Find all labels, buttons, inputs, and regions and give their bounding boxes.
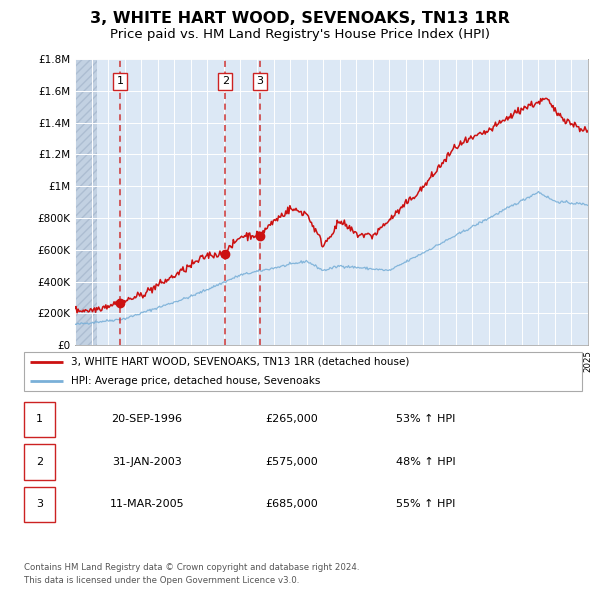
Text: 20-SEP-1996: 20-SEP-1996 <box>111 415 182 424</box>
Text: 3, WHITE HART WOOD, SEVENOAKS, TN13 1RR (detached house): 3, WHITE HART WOOD, SEVENOAKS, TN13 1RR … <box>71 357 410 367</box>
FancyBboxPatch shape <box>24 444 55 480</box>
Text: Price paid vs. HM Land Registry's House Price Index (HPI): Price paid vs. HM Land Registry's House … <box>110 28 490 41</box>
FancyBboxPatch shape <box>24 402 55 437</box>
FancyBboxPatch shape <box>24 487 55 522</box>
Text: 11-MAR-2005: 11-MAR-2005 <box>109 500 184 509</box>
Text: 2: 2 <box>221 76 229 86</box>
Text: 2: 2 <box>36 457 43 467</box>
Text: Contains HM Land Registry data © Crown copyright and database right 2024.: Contains HM Land Registry data © Crown c… <box>24 563 359 572</box>
Bar <box>75 59 97 345</box>
Text: 1: 1 <box>116 76 124 86</box>
Text: 1: 1 <box>36 415 43 424</box>
Text: 55% ↑ HPI: 55% ↑ HPI <box>396 500 455 509</box>
FancyBboxPatch shape <box>24 352 582 391</box>
Text: This data is licensed under the Open Government Licence v3.0.: This data is licensed under the Open Gov… <box>24 576 299 585</box>
Text: 48% ↑ HPI: 48% ↑ HPI <box>396 457 455 467</box>
Text: £685,000: £685,000 <box>265 500 318 509</box>
Text: HPI: Average price, detached house, Sevenoaks: HPI: Average price, detached house, Seve… <box>71 376 321 386</box>
Text: 53% ↑ HPI: 53% ↑ HPI <box>396 415 455 424</box>
Text: £575,000: £575,000 <box>265 457 318 467</box>
Text: 3, WHITE HART WOOD, SEVENOAKS, TN13 1RR: 3, WHITE HART WOOD, SEVENOAKS, TN13 1RR <box>90 11 510 27</box>
Text: 3: 3 <box>257 76 263 86</box>
Text: 3: 3 <box>36 500 43 509</box>
Text: £265,000: £265,000 <box>265 415 318 424</box>
Text: 31-JAN-2003: 31-JAN-2003 <box>112 457 182 467</box>
